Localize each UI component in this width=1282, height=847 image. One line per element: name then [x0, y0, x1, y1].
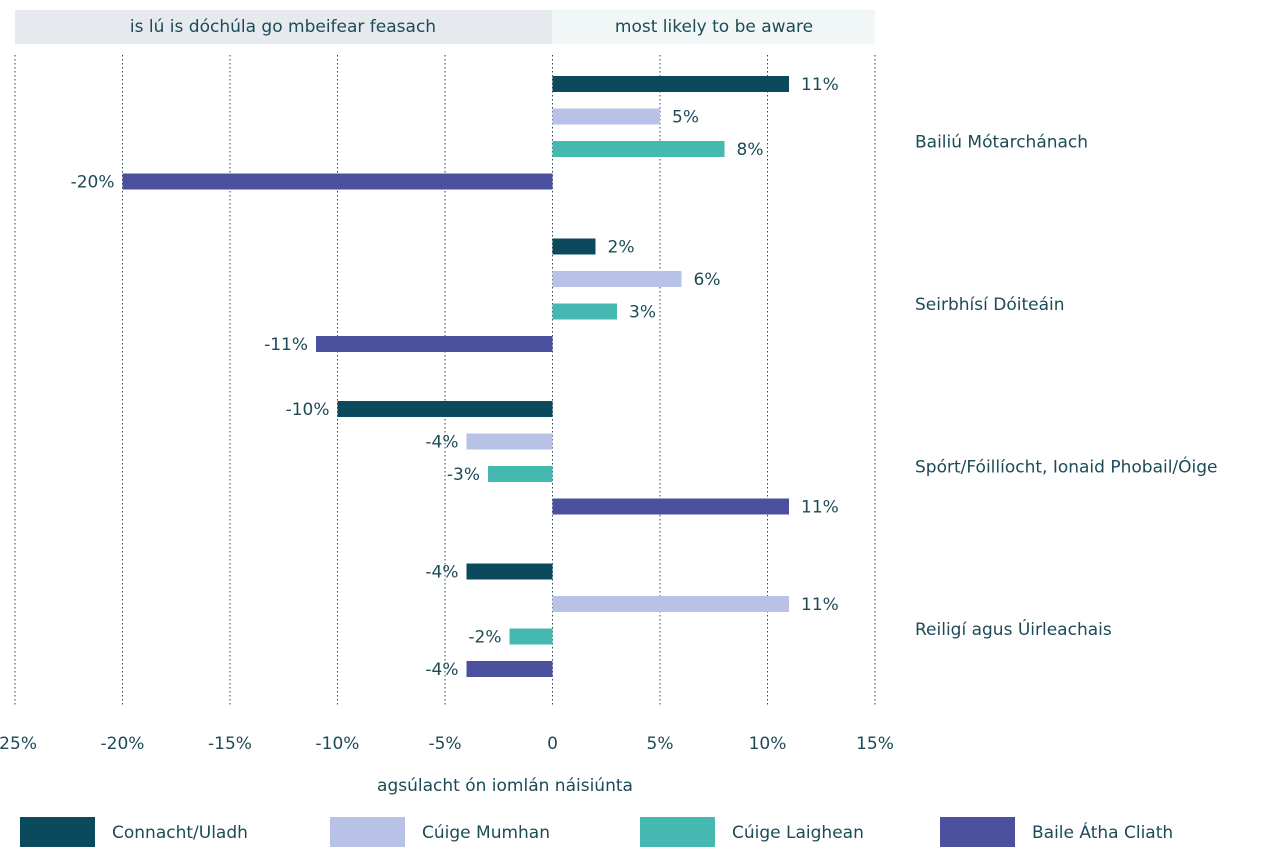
x-tick-label: -15% [208, 734, 252, 754]
x-tick-label: 10% [749, 734, 787, 754]
bar [552, 596, 789, 612]
bar [552, 238, 596, 255]
data-label: -11% [264, 335, 308, 355]
data-label: -2% [468, 628, 501, 648]
x-tick-label: 0 [547, 734, 558, 754]
category-label: Bailiú Mótarchánach [915, 132, 1088, 152]
x-axis-label: agsúlacht ón iomlán náisiúnta [377, 776, 633, 796]
data-label: 6% [694, 270, 721, 290]
legend-label: Connacht/Uladh [112, 823, 248, 843]
header-left-band [15, 10, 552, 44]
legend-swatch [940, 817, 1015, 847]
x-tick-label: 15% [856, 734, 894, 754]
bar [488, 466, 553, 482]
category-label: Seirbhísí Dóiteáin [915, 295, 1065, 315]
bar [316, 336, 553, 352]
bar [552, 498, 789, 515]
header-right: most likely to be aware [615, 17, 813, 37]
data-label: -4% [425, 563, 458, 583]
header-left: is lú is dóchúla go mbeifear feasach [130, 17, 436, 37]
x-tick-label: -10% [316, 734, 360, 754]
x-tick-label: -5% [428, 734, 461, 754]
bar [337, 401, 553, 417]
data-label: 2% [608, 238, 635, 258]
x-tick-label: -20% [101, 734, 145, 754]
bar [552, 108, 660, 125]
header-right-band [552, 10, 875, 44]
category-label: Spórt/Fóillíocht, Ionaid Phobail/Óige [915, 455, 1218, 477]
data-label: 11% [801, 498, 839, 518]
data-label: 11% [801, 595, 839, 615]
legend-swatch [330, 817, 405, 847]
legend-swatch [640, 817, 715, 847]
legend-label: Cúige Laighean [732, 823, 864, 843]
bar [552, 271, 682, 287]
data-label: 3% [629, 303, 656, 323]
bar [509, 628, 553, 645]
bar [552, 303, 617, 320]
data-label: -3% [447, 465, 480, 485]
bar [466, 433, 553, 450]
bar [466, 563, 553, 580]
category-label: Reiligí agus Úirleachais [915, 618, 1112, 640]
data-label: -10% [286, 400, 330, 420]
x-tick-label: -25% [0, 734, 37, 754]
legend-label: Cúige Mumhan [422, 823, 550, 843]
data-label: -4% [425, 660, 458, 680]
data-label: 5% [672, 108, 699, 128]
data-label: 8% [737, 140, 764, 160]
bar [552, 76, 789, 92]
bar [552, 141, 725, 157]
data-label: -4% [425, 433, 458, 453]
x-tick-label: 5% [647, 734, 674, 754]
bar [466, 661, 553, 677]
bar [122, 173, 553, 190]
data-label: -20% [71, 173, 115, 193]
legend-label: Baile Átha Cliath [1032, 821, 1173, 843]
data-label: 11% [801, 75, 839, 95]
legend-swatch [20, 817, 95, 847]
